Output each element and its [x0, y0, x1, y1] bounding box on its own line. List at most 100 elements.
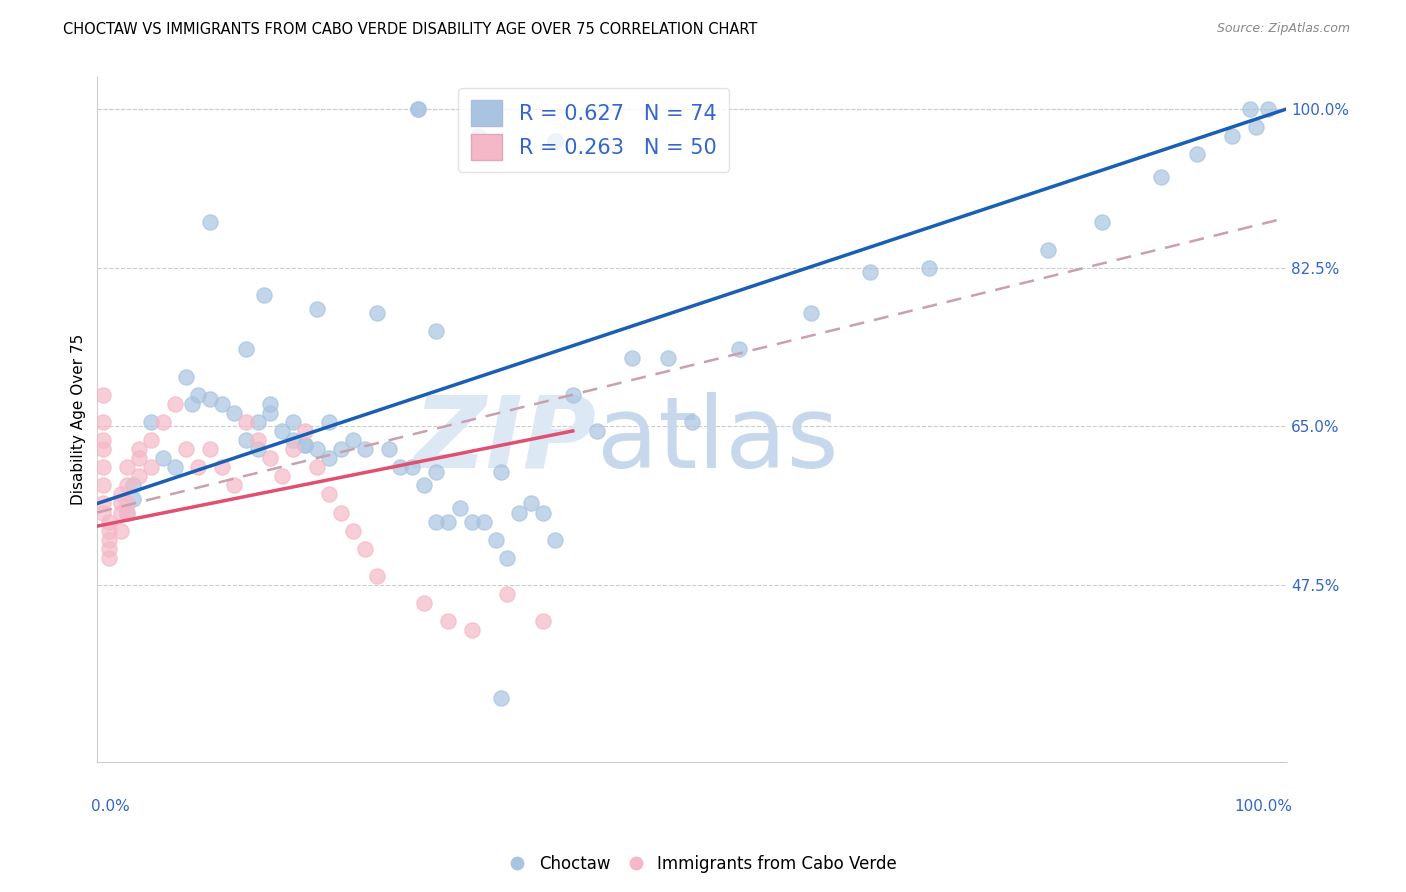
Point [406, 102, 429, 116]
Point [1091, 215, 1114, 229]
Point [353, 541, 375, 556]
Point [484, 533, 506, 547]
Point [259, 451, 281, 466]
Point [307, 460, 329, 475]
Point [461, 515, 484, 529]
Point [259, 397, 281, 411]
Point [342, 524, 364, 538]
Point [200, 215, 222, 229]
Point [294, 437, 316, 451]
Point [366, 569, 388, 583]
Point [472, 515, 495, 529]
Point [461, 624, 484, 638]
Point [211, 460, 233, 475]
Point [918, 260, 941, 275]
Point [115, 506, 138, 520]
Point [122, 491, 145, 506]
Point [1257, 102, 1279, 116]
Point [531, 615, 554, 629]
Point [1239, 102, 1261, 116]
Point [496, 550, 519, 565]
Point [211, 397, 233, 411]
Point [139, 415, 162, 429]
Point [294, 437, 316, 451]
Point [353, 442, 375, 456]
Y-axis label: Disability Age Over 75: Disability Age Over 75 [72, 334, 86, 505]
Point [200, 442, 222, 456]
Point [425, 324, 447, 338]
Point [425, 465, 447, 479]
Point [91, 496, 114, 510]
Point [1222, 129, 1244, 144]
Point [318, 415, 340, 429]
Point [377, 442, 399, 456]
Point [307, 442, 329, 456]
Point [544, 533, 567, 547]
Point [98, 524, 121, 538]
Point [330, 442, 353, 456]
Point [98, 541, 121, 556]
Point [235, 415, 257, 429]
Point [235, 343, 257, 357]
Point [200, 392, 222, 407]
Point [437, 615, 460, 629]
Point [561, 387, 583, 401]
Legend: Choctaw, Immigrants from Cabo Verde: Choctaw, Immigrants from Cabo Verde [502, 848, 904, 880]
Point [283, 415, 305, 429]
Point [128, 442, 150, 456]
Point [859, 265, 882, 279]
Point [98, 515, 121, 529]
Point [467, 129, 489, 144]
Point [187, 387, 209, 401]
Point [437, 515, 460, 529]
Point [176, 369, 198, 384]
Point [253, 288, 276, 302]
Point [246, 433, 269, 447]
Point [1150, 170, 1173, 185]
Point [425, 515, 447, 529]
Point [110, 487, 132, 501]
Point [544, 134, 567, 148]
Point [91, 460, 114, 475]
Point [318, 451, 340, 466]
Point [91, 478, 114, 492]
Point [235, 433, 257, 447]
Point [544, 134, 567, 148]
Point [259, 406, 281, 420]
Point [496, 587, 519, 601]
Point [128, 451, 150, 466]
Point [163, 460, 186, 475]
Point [139, 460, 162, 475]
Point [520, 496, 543, 510]
Point [1038, 243, 1060, 257]
Point [246, 415, 269, 429]
Point [491, 691, 513, 706]
Point [98, 550, 121, 565]
Point [294, 424, 316, 438]
Point [621, 351, 644, 366]
Text: CHOCTAW VS IMMIGRANTS FROM CABO VERDE DISABILITY AGE OVER 75 CORRELATION CHART: CHOCTAW VS IMMIGRANTS FROM CABO VERDE DI… [63, 22, 758, 37]
Point [307, 301, 329, 316]
Point [283, 433, 305, 447]
Point [115, 478, 138, 492]
Point [318, 487, 340, 501]
Point [110, 524, 132, 538]
Point [681, 415, 703, 429]
Point [110, 496, 132, 510]
Point [366, 306, 388, 320]
Legend: R = 0.627   N = 74, R = 0.263   N = 50: R = 0.627 N = 74, R = 0.263 N = 50 [458, 87, 730, 172]
Point [187, 460, 209, 475]
Point [176, 442, 198, 456]
Point [330, 506, 353, 520]
Point [406, 102, 429, 116]
Point [110, 506, 132, 520]
Point [91, 415, 114, 429]
Point [181, 397, 204, 411]
Point [283, 442, 305, 456]
Point [449, 500, 471, 515]
Point [115, 496, 138, 510]
Point [1185, 147, 1208, 161]
Point [152, 451, 174, 466]
Point [152, 415, 174, 429]
Point [91, 387, 114, 401]
